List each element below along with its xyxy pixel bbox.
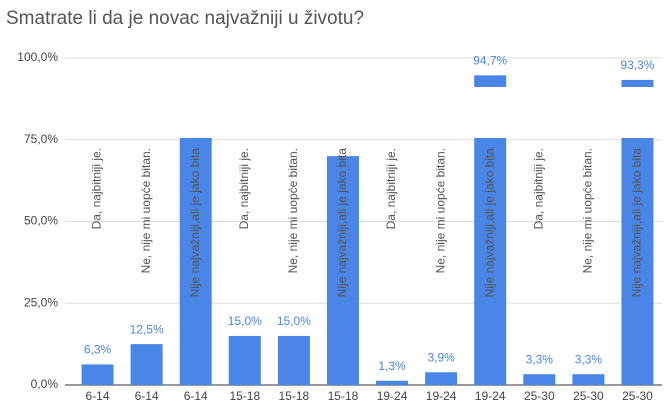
value-label: 94,7% bbox=[473, 54, 507, 68]
bar bbox=[425, 372, 458, 385]
value-label: 3,9% bbox=[427, 350, 455, 364]
value-label: 3,3% bbox=[526, 352, 554, 366]
bar-label: Ne, nije mi uopće bitan. bbox=[286, 148, 300, 273]
x-tick-label: 19-24 bbox=[475, 389, 506, 403]
y-tick-label: 50,0% bbox=[24, 214, 58, 228]
x-tick-label: 15-18 bbox=[279, 389, 310, 403]
bar bbox=[81, 364, 114, 385]
value-label: 3,3% bbox=[575, 352, 603, 366]
value-label: 6,3% bbox=[84, 343, 112, 357]
bar-label: Nije najvažniji,ali je jako bita bbox=[630, 148, 644, 298]
bar-label: Da, najbitniji je. bbox=[384, 148, 398, 229]
x-tick-label: 19-24 bbox=[377, 389, 408, 403]
bar bbox=[228, 335, 261, 385]
value-label: 15,0% bbox=[277, 314, 311, 328]
bar bbox=[326, 156, 359, 385]
bar bbox=[179, 119, 212, 385]
bar-label: Nije najvažniji,ali je jako bita bbox=[188, 148, 202, 298]
bar bbox=[130, 344, 163, 385]
bar-label: Ne, nije mi uopće bitan. bbox=[581, 148, 595, 273]
x-tick-label: 15-18 bbox=[328, 389, 359, 403]
x-tick-label: 25-30 bbox=[622, 389, 653, 403]
bar bbox=[523, 374, 556, 385]
bar-label: Nije najvažniji,ali je jako bita bbox=[335, 148, 349, 298]
x-tick-label: 19-24 bbox=[426, 389, 457, 403]
bar-label: Da, najbitniji je. bbox=[531, 148, 545, 229]
value-label: 1,3% bbox=[378, 359, 406, 373]
value-label: 15,0% bbox=[228, 314, 262, 328]
chart-title: Smatrate li da je novac najvažniji u živ… bbox=[6, 8, 364, 29]
bar-label: Ne, nije mi uopće bitan. bbox=[433, 148, 447, 273]
y-tick-label: 75,0% bbox=[24, 132, 58, 146]
bar-label: Ne, nije mi uopće bitan. bbox=[139, 148, 153, 273]
value-label: 93,3% bbox=[620, 58, 654, 72]
bar-label: Nije najvažniji,ali je jako bita bbox=[482, 148, 496, 298]
y-tick-label: 0,0% bbox=[31, 377, 59, 391]
x-tick-label: 6-14 bbox=[135, 389, 159, 403]
bar bbox=[572, 374, 605, 385]
x-tick-label: 25-30 bbox=[524, 389, 555, 403]
bar-label: Da, najbitniji je. bbox=[237, 148, 251, 229]
x-tick-label: 25-30 bbox=[573, 389, 604, 403]
y-tick-label: 100,0% bbox=[17, 50, 58, 64]
x-tick-label: 15-18 bbox=[229, 389, 260, 403]
bar bbox=[277, 335, 310, 385]
render-gap bbox=[62, 87, 667, 138]
bar-label: Da, najbitniji je. bbox=[90, 148, 104, 229]
y-tick-label: 25,0% bbox=[24, 295, 58, 309]
value-label: 12,5% bbox=[130, 322, 164, 336]
x-tick-label: 6-14 bbox=[184, 389, 208, 403]
bar bbox=[376, 380, 409, 385]
x-tick-label: 6-14 bbox=[86, 389, 110, 403]
